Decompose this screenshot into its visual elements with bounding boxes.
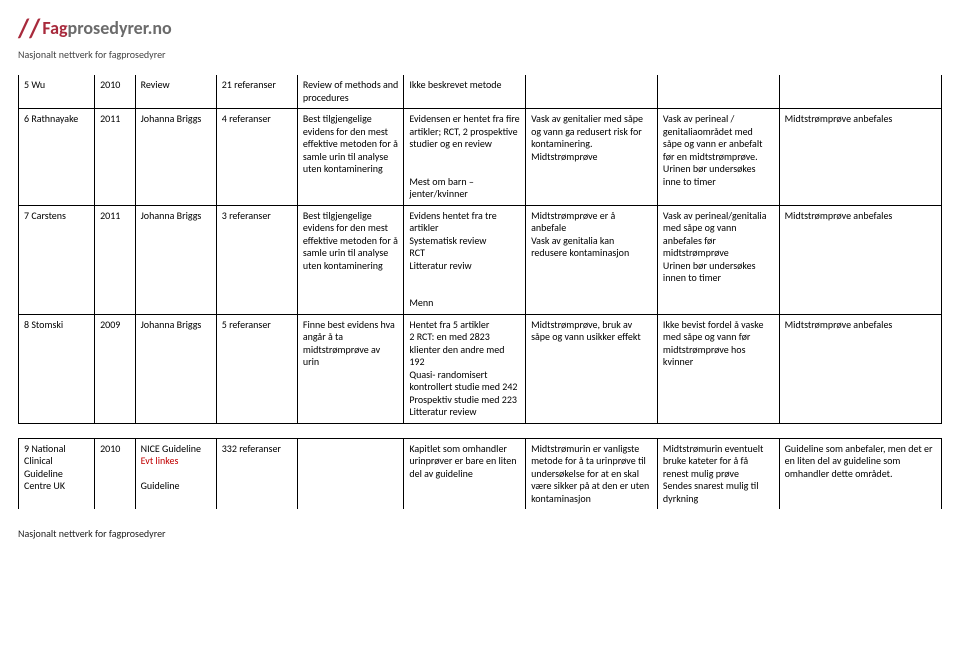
cell: Midtstrømprøve anbefales (779, 109, 941, 206)
cell: Johanna Briggs (135, 314, 216, 423)
page-footer: Nasjonalt nettverk for fagprosedyrer (18, 527, 942, 540)
cell: 4 referanser (216, 109, 297, 206)
cell: Best tilgjengelige evidens for den mest … (297, 205, 404, 314)
cell (297, 438, 404, 509)
cell: 9 National Clinical Guideline Centre UK (19, 438, 95, 509)
logo-slash: // (18, 12, 40, 44)
cell: 7 Carstens (19, 205, 95, 314)
cell: Ikke beskrevet metode (404, 75, 526, 109)
table-gap (18, 424, 942, 438)
table-row: 6 Rathnayake 2011 Johanna Briggs 4 refer… (19, 109, 942, 206)
cell-text: Guideline (141, 479, 180, 492)
cell: Midtstrømprøve, bruk av såpe og vann usi… (526, 314, 658, 423)
cell: Kapitlet som omhandler urinprøver er bar… (404, 438, 526, 509)
table-row: 8 Stomski 2009 Johanna Briggs 5 referans… (19, 314, 942, 423)
cell: Vask av genitalier med såpe og vann ga r… (526, 109, 658, 206)
table-row: 5 Wu 2010 Review 21 referanser Review of… (19, 75, 942, 109)
table-row: 9 National Clinical Guideline Centre UK … (19, 438, 942, 509)
cell: Ikke bevist fordel å vaske med såpe og v… (657, 314, 779, 423)
cell: Midtstrømprøve anbefales (779, 205, 941, 314)
cell: Evidens hentet fra tre artiklerSystemati… (404, 205, 526, 314)
cell: 332 referanser (216, 438, 297, 509)
cell: 8 Stomski (19, 314, 95, 423)
table-row: 7 Carstens 2011 Johanna Briggs 3 referan… (19, 205, 942, 314)
logo-part1: Fag (42, 17, 67, 39)
main-table: 5 Wu 2010 Review 21 referanser Review of… (18, 75, 942, 424)
cell: 21 referanser (216, 75, 297, 109)
secondary-table: 9 National Clinical Guideline Centre UK … (18, 438, 942, 510)
cell: 5 referanser (216, 314, 297, 423)
cell: 2010 (95, 75, 136, 109)
cell: 2011 (95, 109, 136, 206)
cell (526, 75, 658, 109)
cell: Midtstrømurin eventuelt bruke kateter fo… (657, 438, 779, 509)
cell: 2010 (95, 438, 136, 509)
cell: 2009 (95, 314, 136, 423)
cell: Johanna Briggs (135, 205, 216, 314)
cell: Best tilgjengelige evidens for den mest … (297, 109, 404, 206)
cell: 3 referanser (216, 205, 297, 314)
cell: Guideline som anbefaler, men det er en l… (779, 438, 941, 509)
cell: Evidensen er hentet fra fire artikler; R… (404, 109, 526, 206)
cell: Midtstrømprøve anbefales (779, 314, 941, 423)
cell: Review of methods and procedures (297, 75, 404, 109)
cell: 6 Rathnayake (19, 109, 95, 206)
brand-header: // Fag prosedyrer.no (18, 12, 942, 44)
cell: Finne best evidens hva angår å ta midtst… (297, 314, 404, 423)
cell: NICE Guideline Evt linkes Guideline (135, 438, 216, 509)
cell (779, 75, 941, 109)
cell: 5 Wu (19, 75, 95, 109)
cell: Vask av perineal / genitaliaområdet med … (657, 109, 779, 206)
brand-subtitle: Nasjonalt nettverk for fagprosedyrer (18, 48, 942, 61)
cell: Vask av perineal/genitalia med såpe og v… (657, 205, 779, 314)
cell-text: NICE Guideline (141, 442, 201, 455)
cell: Hentet fra 5 artikler2 RCT: en med 2823 … (404, 314, 526, 423)
cell: Johanna Briggs (135, 109, 216, 206)
logo-part2: prosedyrer.no (68, 17, 172, 39)
cell: Midtstrømprøve er å anbefaleVask av geni… (526, 205, 658, 314)
cell-text-red: Evt linkes (141, 454, 179, 467)
cell (657, 75, 779, 109)
cell: 2011 (95, 205, 136, 314)
cell: Midtstrømurin er vanligste metode for å … (526, 438, 658, 509)
cell: Review (135, 75, 216, 109)
